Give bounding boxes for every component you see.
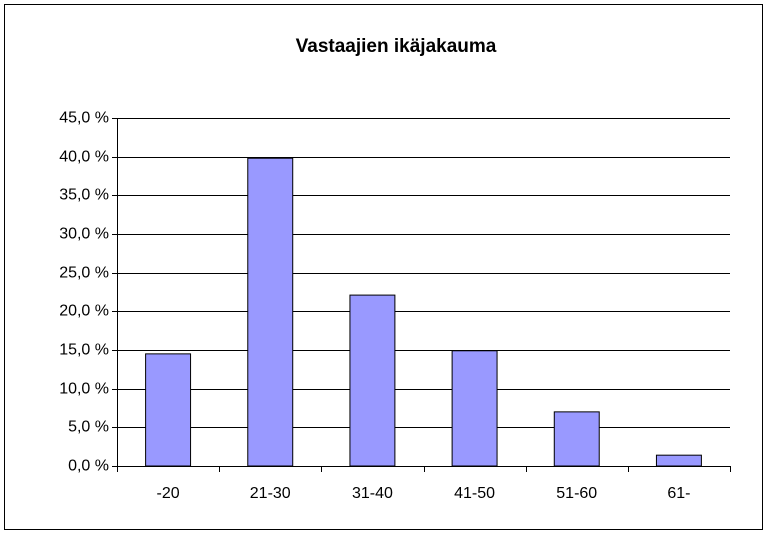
y-tick-label: 25,0 % [59,265,109,282]
x-tick-label: 41-50 [454,485,495,502]
y-tick-label: 35,0 % [59,187,109,204]
y-tick-label: 0,0 % [68,458,109,475]
x-tick-label: -20 [157,485,180,502]
bar [451,350,498,467]
y-tick-label: 20,0 % [59,303,109,320]
bar [655,454,702,467]
bar [553,411,600,467]
y-tick-label: 15,0 % [59,342,109,359]
x-tick-label: 21-30 [250,485,291,502]
x-tick-label: 51-60 [556,485,597,502]
chart-title: Vastaajien ikäjakauma [296,36,497,57]
y-tick-label: 30,0 % [59,226,109,243]
y-tick-label: 45,0 % [59,110,109,127]
y-tick-label: 10,0 % [59,381,109,398]
x-tick-label: 61- [667,485,690,502]
bar [247,157,294,467]
y-tick-label: 40,0 % [59,149,109,166]
bar [349,294,396,467]
y-tick-label: 5,0 % [68,419,109,436]
bar [145,353,192,467]
x-tick-label: 31-40 [352,485,393,502]
